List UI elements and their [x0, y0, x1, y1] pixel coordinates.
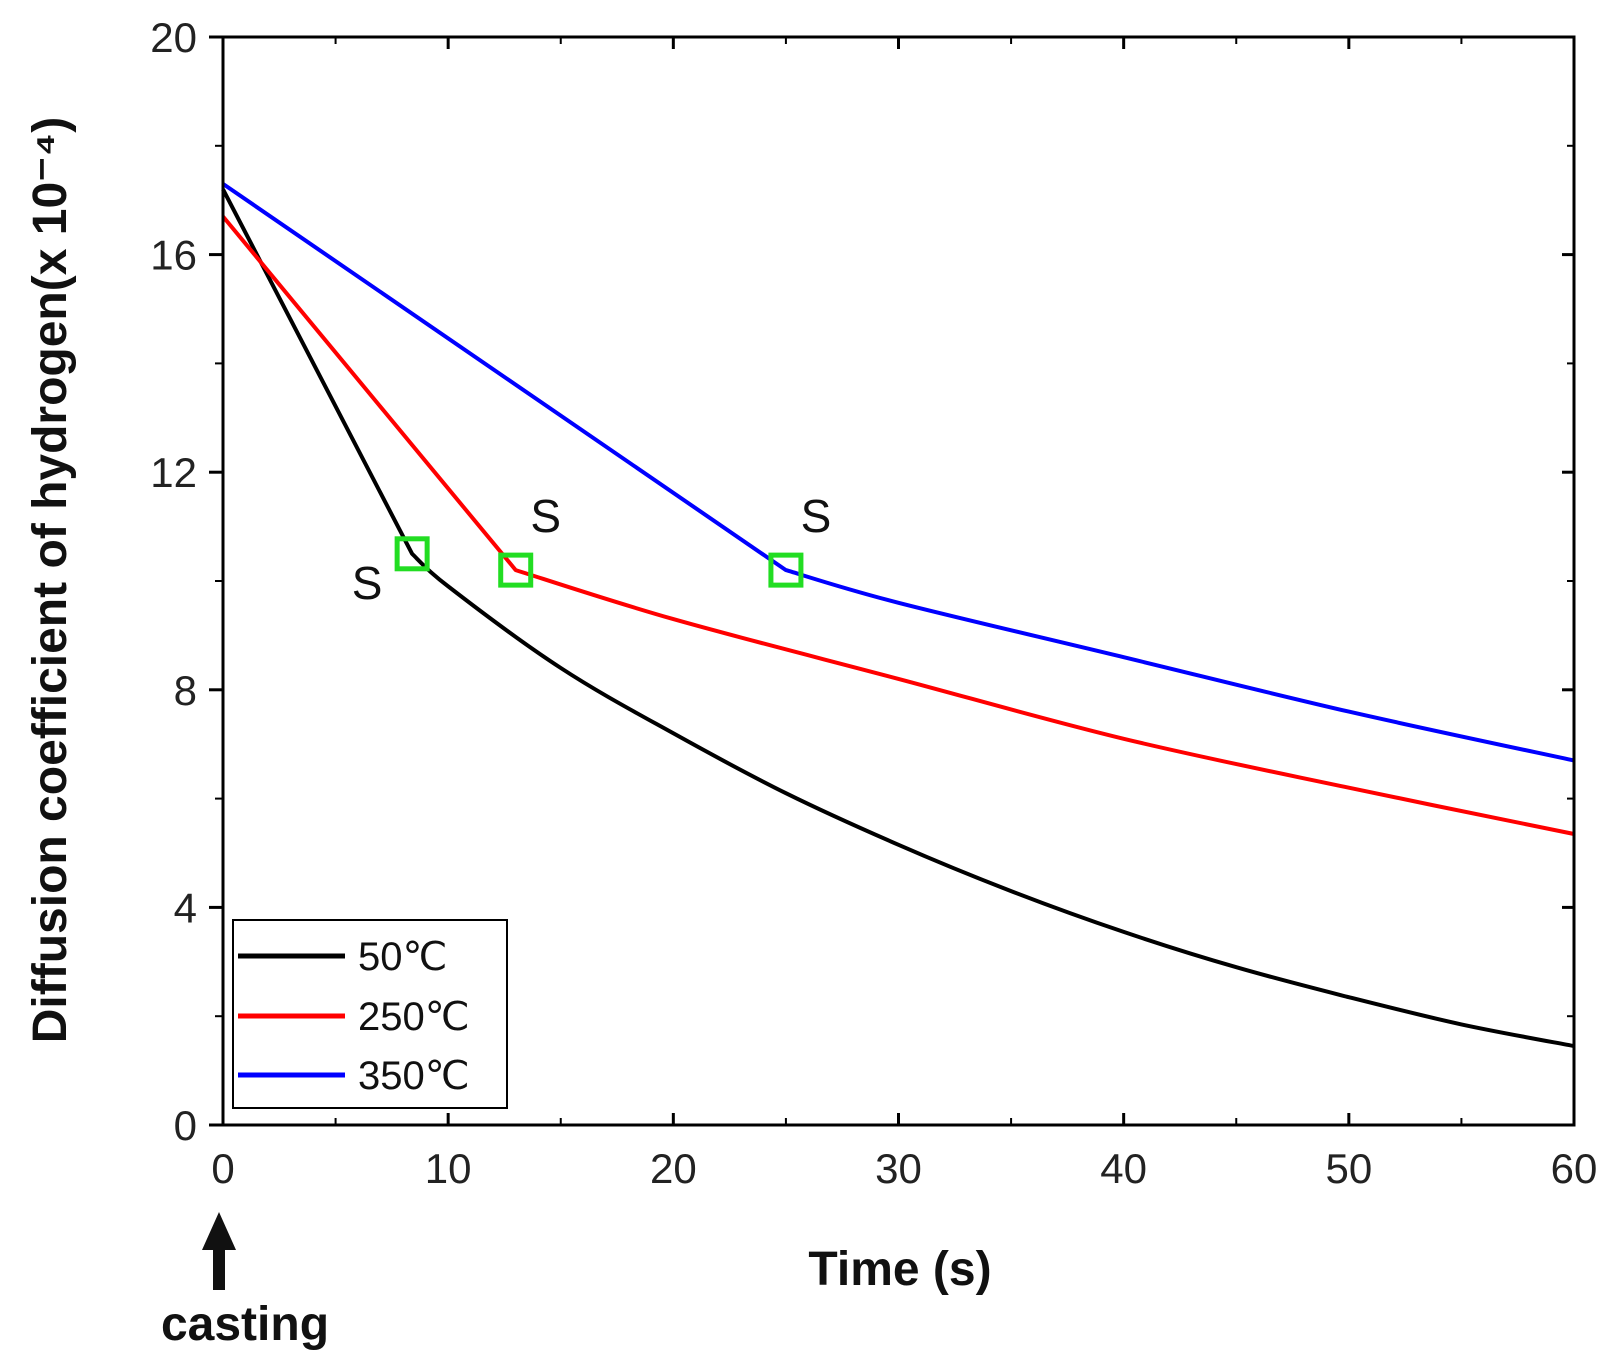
- casting-arrow-icon: [202, 1212, 236, 1290]
- casting-annotation: casting: [161, 1212, 329, 1351]
- y-tick-label: 0: [174, 1102, 197, 1149]
- legend: 50℃ 250℃ 350℃: [232, 919, 508, 1109]
- x-tick-label: 40: [1100, 1145, 1147, 1192]
- series-line-2: [221, 182, 1575, 763]
- s-label-1: S: [530, 490, 561, 542]
- s-marker-1: [498, 552, 534, 588]
- y-tick-label: 8: [174, 667, 197, 714]
- y-tick-label: 12: [150, 449, 197, 496]
- y-tick-label: 20: [150, 14, 197, 61]
- x-tick-label: 0: [211, 1145, 234, 1192]
- tick-labels: 0 10 20 30 40 50 60 0 4 8 12 16 20: [150, 14, 1597, 1192]
- legend-label-50: 50℃: [358, 935, 447, 979]
- s-marker-2: [768, 552, 804, 588]
- plot-frame: [221, 35, 1576, 1127]
- s-label-0: S: [352, 557, 383, 609]
- x-axis-title: Time (s): [808, 1243, 991, 1296]
- y-tick-label: 4: [174, 884, 197, 931]
- series-line-0: [221, 188, 1575, 1049]
- y-tick-label: 16: [150, 232, 197, 279]
- series-layer: [221, 182, 1575, 1049]
- x-tick-label: 60: [1551, 1145, 1598, 1192]
- x-tick-label: 10: [425, 1145, 472, 1192]
- legend-label-250: 250℃: [358, 995, 470, 1039]
- casting-label: casting: [161, 1298, 329, 1351]
- s-markers: S S S: [352, 490, 831, 609]
- x-tick-label: 30: [875, 1145, 922, 1192]
- s-label-2: S: [801, 490, 832, 542]
- y-axis-title: Diffusion coefficient of hydrogen(x 10⁻⁴…: [24, 117, 77, 1043]
- s-marker-0: [394, 536, 430, 572]
- legend-label-350: 350℃: [358, 1054, 470, 1098]
- x-tick-label: 20: [650, 1145, 697, 1192]
- x-tick-label: 50: [1325, 1145, 1372, 1192]
- series-line-1: [221, 215, 1575, 836]
